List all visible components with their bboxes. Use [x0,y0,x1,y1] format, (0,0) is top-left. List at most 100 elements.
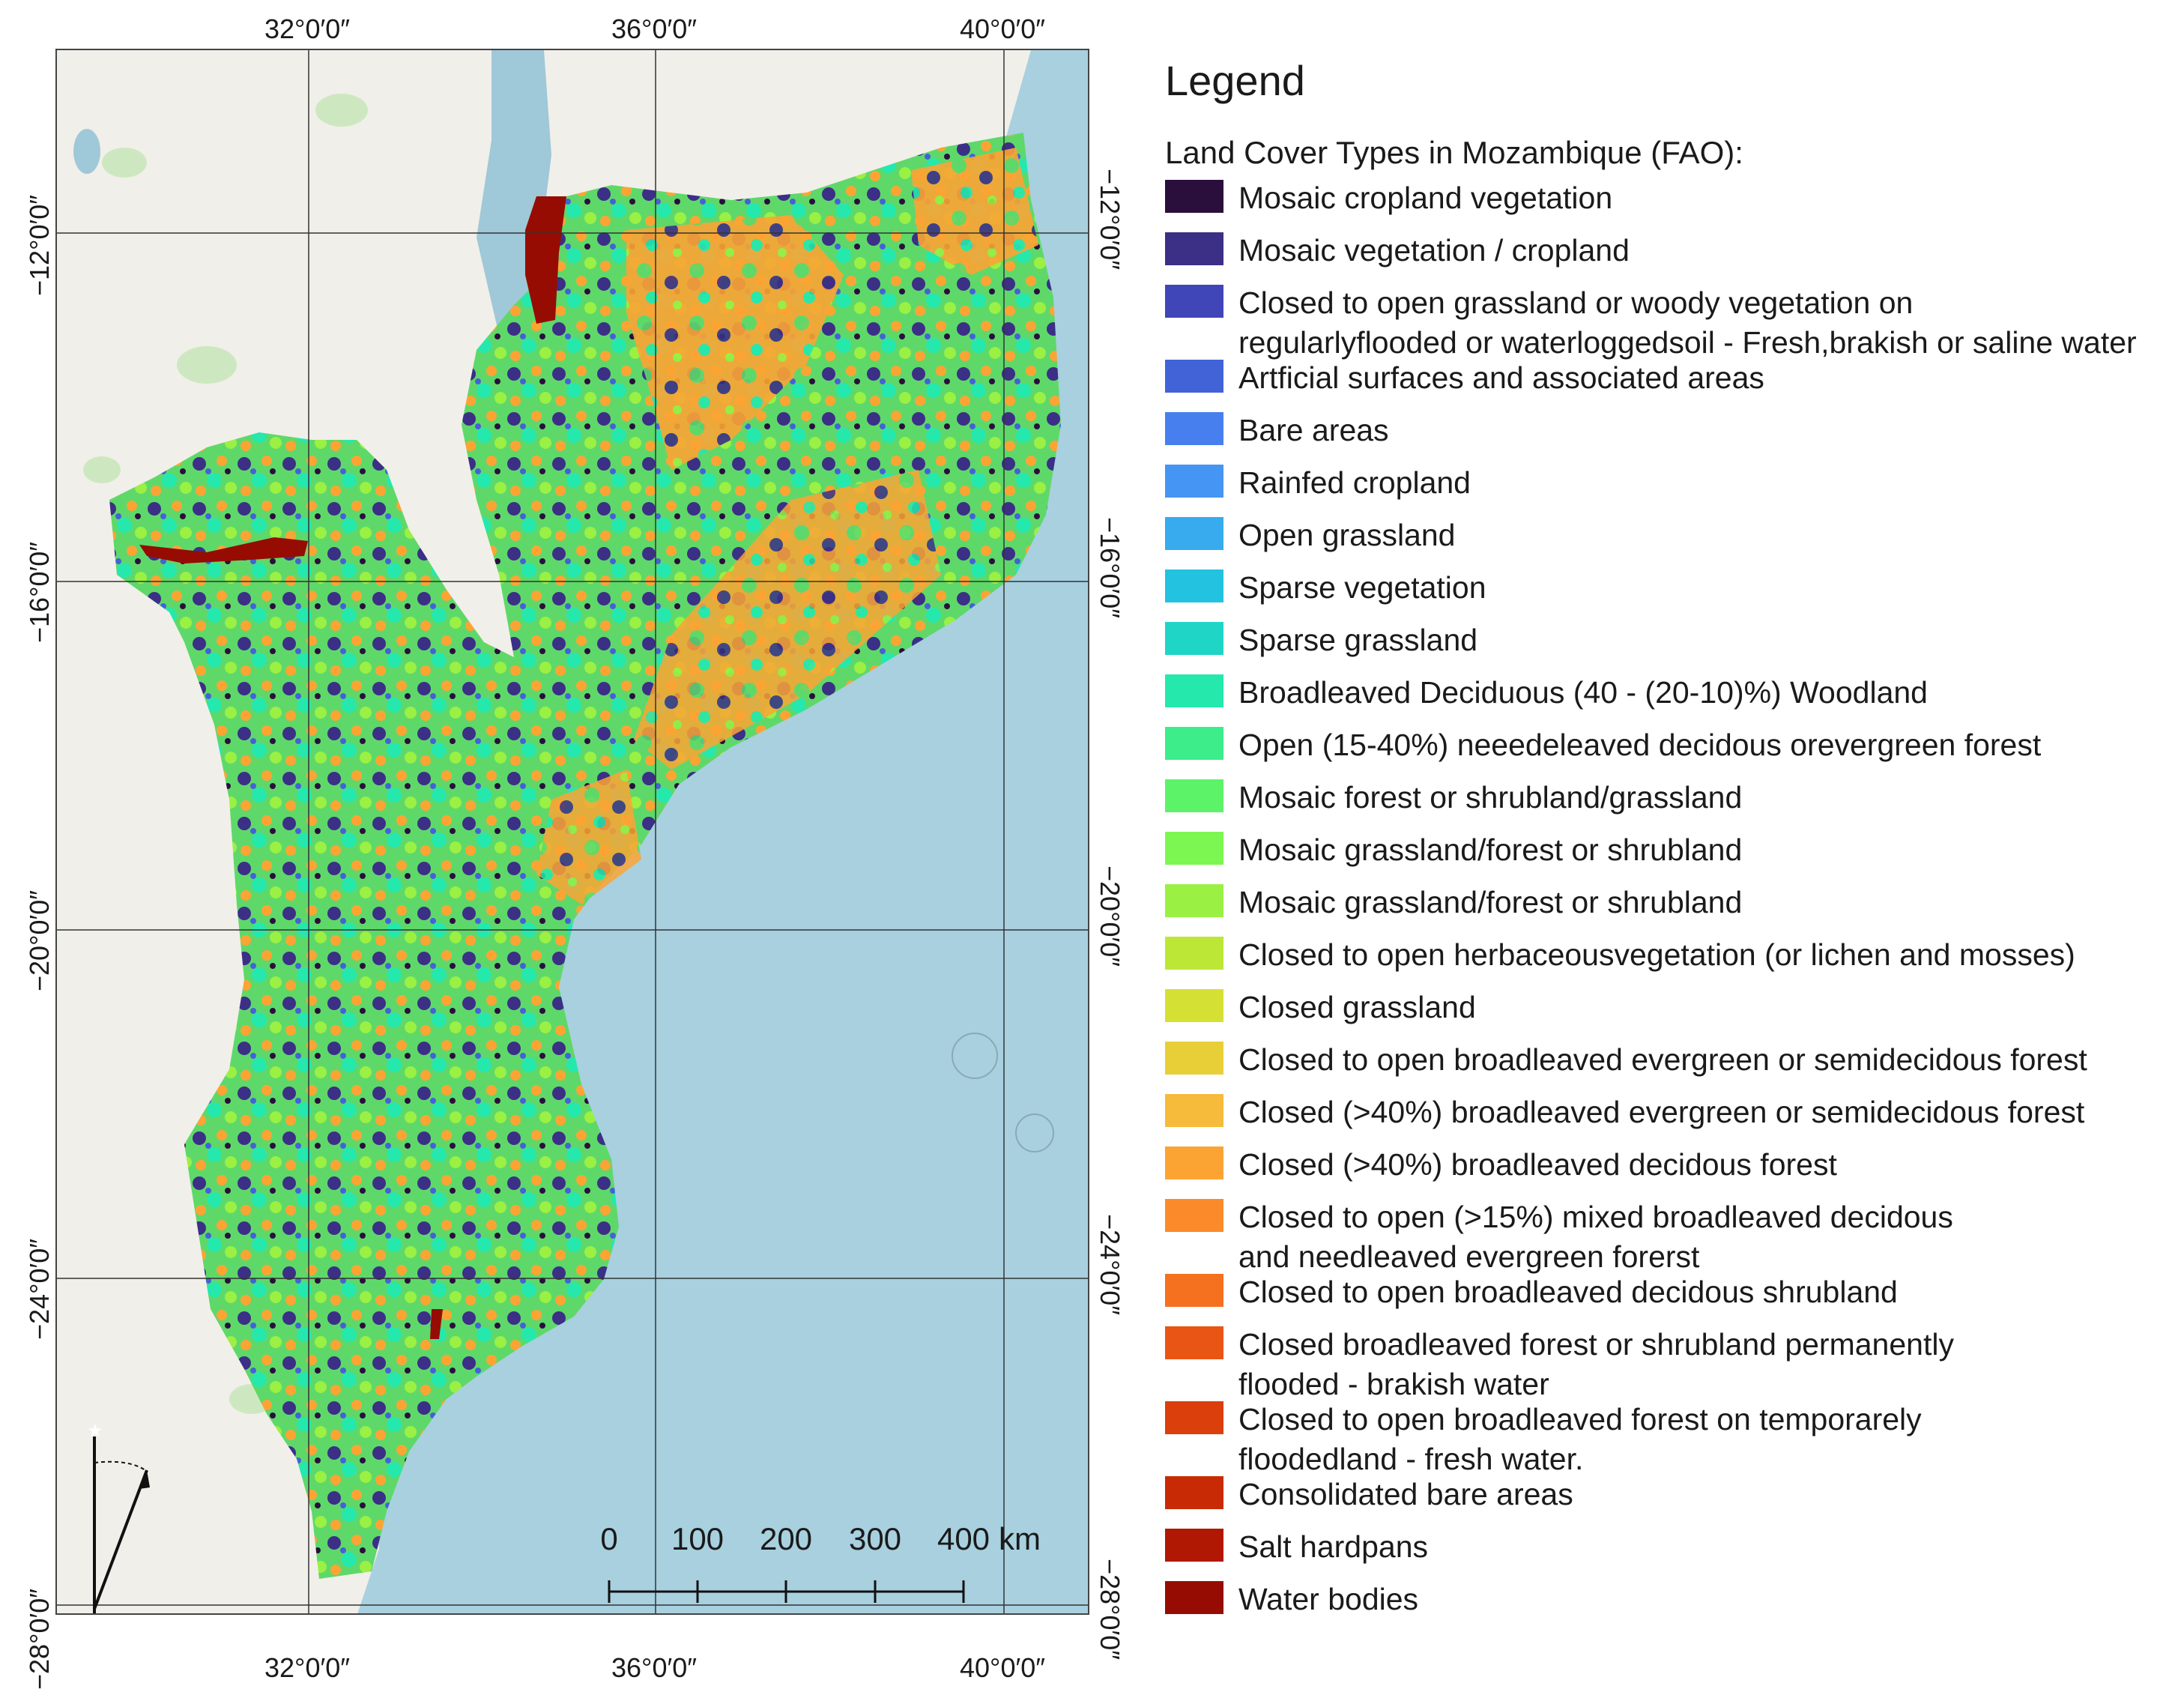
legend-list: Mosaic cropland vegetation Mosaic vegetat… [1165,178,2177,1632]
water-body-cahora-bassa [139,537,308,564]
legend-label: Sparse grassland [1238,623,1478,657]
coord-left-label: −28°0′0″ [24,1589,55,1690]
legend-swatch [1165,285,1223,318]
coord-left-label: −20°0′0″ [24,890,55,991]
legend-item: Closed to open herbaceousvegetation (or … [1165,935,2177,988]
coord-right-label: −20°0′0″ [1095,865,1125,967]
legend-swatch [1165,1042,1223,1075]
legend-swatch [1165,1274,1223,1307]
legend-label: Closed to open broadleaved evergreen or … [1238,1042,2087,1077]
landcover-patch [634,470,941,770]
coord-right-label: −16°0′0″ [1095,517,1125,618]
legend-label: Mosaic forest or shrubland/grassland [1238,780,1743,815]
legend-swatch [1165,1529,1223,1562]
legend-swatch [1165,989,1223,1022]
legend-panel: Legend Land Cover Types in Mozambique (F… [1165,56,2177,1632]
legend-label: Artficial surfaces and associated areas [1238,360,1764,395]
legend-label: Mosaic cropland vegetation [1238,181,1613,215]
legend-label: Bare areas [1238,413,1389,447]
scale-tick-label: 300 [848,1521,902,1556]
legend-item: Salt hardpans [1165,1527,2177,1580]
coord-bottom-label: 40°0′0″ [960,1652,1045,1683]
coord-top-label: 32°0′0″ [264,13,350,44]
legend-item: Mosaic forest or shrubland/grassland [1165,778,2177,830]
coord-bottom-label: 32°0′0″ [264,1652,350,1683]
legend-label: Closed (>40%) broadleaved decidous fores… [1238,1147,1837,1182]
legend-item: Sparse vegetation [1165,568,2177,620]
north-arrow-icon: ★ [87,1421,150,1613]
legend-swatch [1165,180,1223,213]
legend-swatch [1165,232,1223,265]
island-outline [952,1033,998,1079]
legend-item: Mosaic grassland/forest or shrubland [1165,830,2177,883]
legend-label: Mosaic grassland/forest or shrubland [1238,833,1743,867]
legend-swatch [1165,1199,1223,1232]
legend-item: Consolidated bare areas [1165,1475,2177,1527]
legend-item: Closed to open (>15%) mixed broadleaved … [1165,1197,2177,1274]
legend-label: Mosaic vegetation / cropland [1238,233,1630,268]
legend-swatch [1165,1476,1223,1509]
legend-label: Closed to open broadleaved forest on tem… [1238,1402,1922,1476]
legend-swatch [1165,884,1223,917]
legend-swatch [1165,937,1223,970]
legend-label: Rainfed cropland [1238,465,1471,500]
legend-swatch [1165,1401,1223,1434]
legend-item: Water bodies [1165,1580,2177,1632]
legend-label: Closed to open broadleaved decidous shru… [1238,1275,1898,1309]
legend-item: Closed to open broadleaved forest on tem… [1165,1400,2177,1476]
map-canvas: ★ [57,50,1088,1613]
scale-bar [608,1580,965,1603]
legend-item: Sparse grassland [1165,620,2177,673]
coord-right-label: −24°0′0″ [1095,1214,1125,1315]
map-panel[interactable]: ★ 0 100 200 300 400 km [55,49,1089,1615]
legend-swatch [1165,1146,1223,1179]
legend-item: Open grassland [1165,516,2177,568]
legend-swatch [1165,1326,1223,1359]
legend-title: Legend [1165,57,1305,104]
legend-label: Open grassland [1238,518,1456,552]
legend-label: Broadleaved Deciduous (40 - (20-10)%) Wo… [1238,675,1928,710]
island-outline [1015,1114,1054,1152]
legend-label: Closed to open grassland or woody vegeta… [1238,285,2137,360]
coord-left-label: −12°0′0″ [24,195,55,296]
legend-item: Broadleaved Deciduous (40 - (20-10)%) Wo… [1165,673,2177,725]
legend-item: Open (15-40%) neeedeleaved decidous orev… [1165,725,2177,778]
legend-label: Mosaic grassland/forest or shrubland [1238,885,1743,919]
legend-item: Closed grassland [1165,988,2177,1040]
legend-swatch [1165,779,1223,812]
landcover-patch [626,215,844,470]
legend-swatch [1165,1094,1223,1127]
legend-swatch [1165,1581,1223,1614]
legend-label: Open (15-40%) neeedeleaved decidous orev… [1238,728,2042,762]
legend-item: Closed (>40%) broadleaved decidous fores… [1165,1145,2177,1197]
coord-right-label: −12°0′0″ [1095,169,1125,270]
scale-tick-label: 0 [600,1521,618,1556]
legend-label: Sparse vegetation [1238,570,1486,605]
legend-item: Mosaic cropland vegetation [1165,178,2177,231]
legend-label: Consolidated bare areas [1238,1477,1573,1511]
legend-item: Closed to open grassland or woody vegeta… [1165,283,2177,360]
legend-label: Closed (>40%) broadleaved evergreen or s… [1238,1095,2085,1129]
legend-item: Artficial surfaces and associated areas [1165,358,2177,411]
legend-subtitle: Land Cover Types in Mozambique (FAO): [1165,135,1743,170]
water-body-lake-niassa [525,196,566,324]
coord-bottom-label: 36°0′0″ [611,1652,697,1683]
legend-swatch [1165,412,1223,445]
legend-label: Water bodies [1238,1582,1419,1616]
legend-label: Salt hardpans [1238,1529,1429,1564]
coord-right-label: −28°0′0″ [1095,1559,1125,1660]
scale-tick-label: 100 [671,1521,725,1556]
legend-item: Bare areas [1165,411,2177,463]
coord-top-label: 36°0′0″ [611,13,697,44]
legend-swatch [1165,517,1223,550]
legend-label: Closed to open (>15%) mixed broadleaved … [1238,1200,1953,1274]
legend-swatch [1165,674,1223,707]
legend-label: Closed to open herbaceousvegetation (or … [1238,937,2075,972]
svg-text:★: ★ [87,1421,103,1441]
legend-swatch [1165,622,1223,655]
legend-item: Closed to open broadleaved evergreen or … [1165,1040,2177,1093]
scale-tick-label: 200 [759,1521,813,1556]
legend-label: Closed broadleaved forest or shrubland p… [1238,1327,1954,1401]
coord-top-label: 40°0′0″ [960,13,1045,44]
legend-item: Mosaic vegetation / cropland [1165,231,2177,283]
